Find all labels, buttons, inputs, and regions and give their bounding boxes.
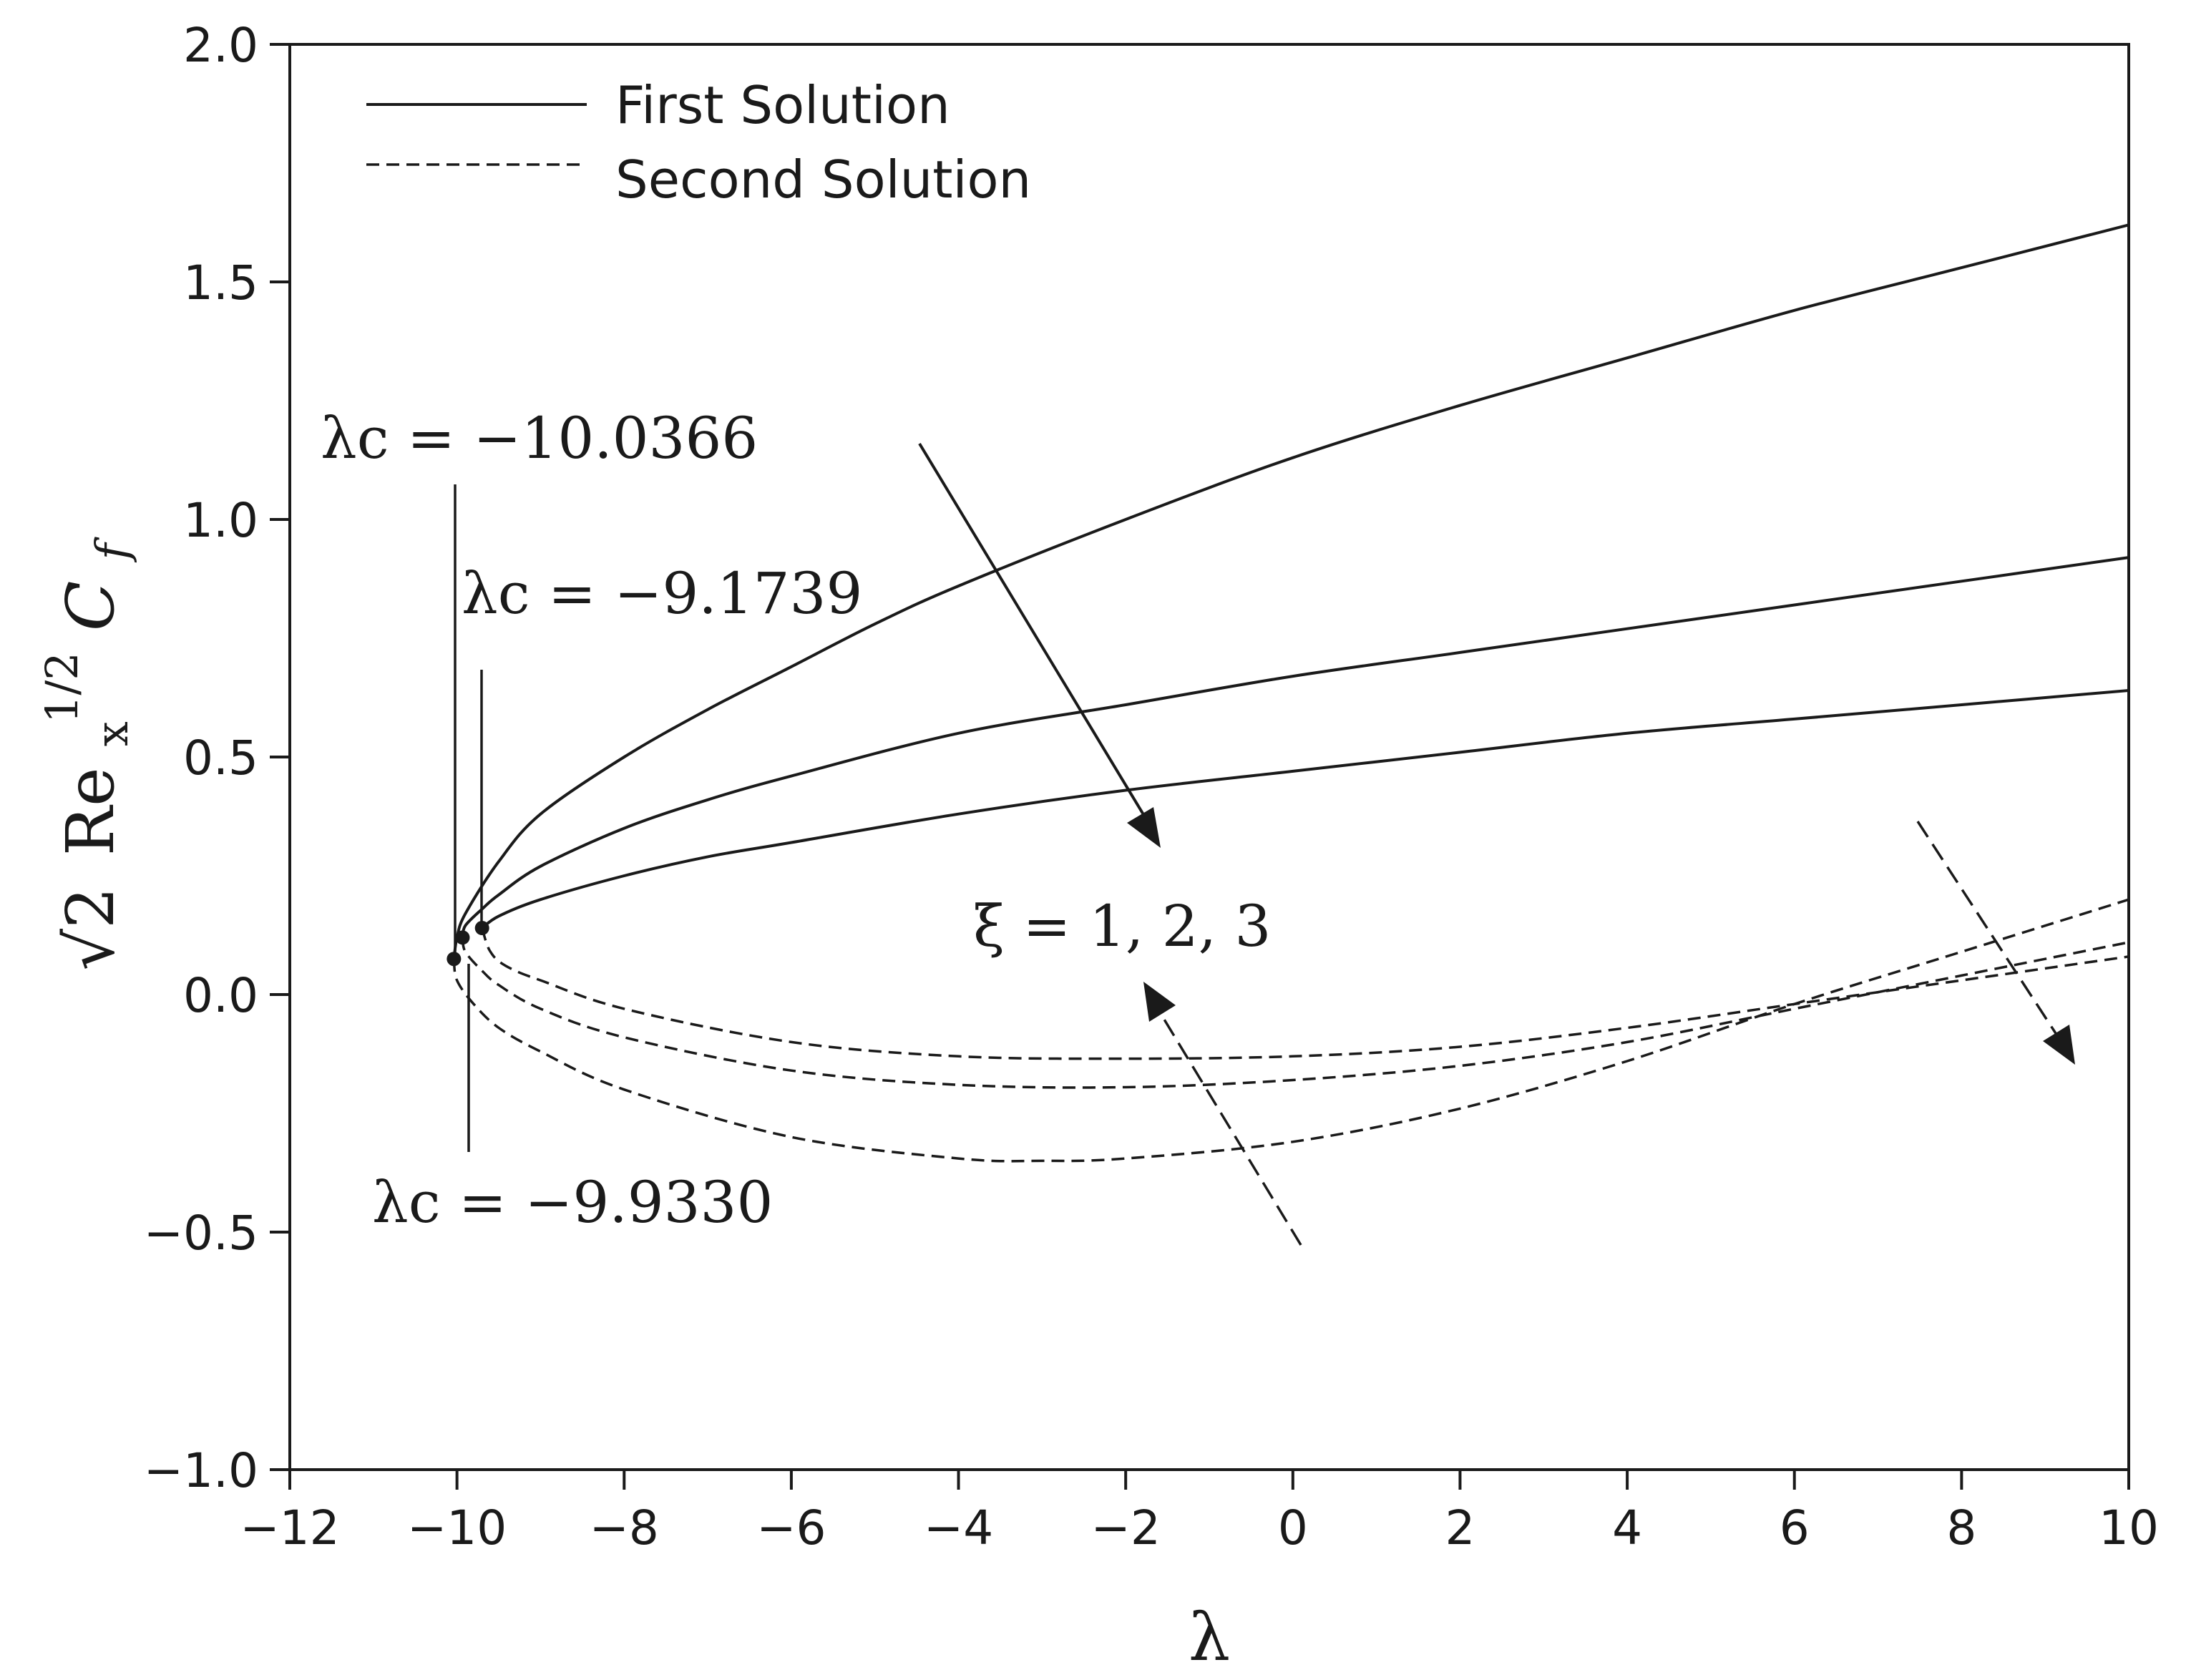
y-axis-title-root: √2 (52, 887, 129, 970)
y-axis-ticks: −1.0 −0.5 0.0 0.5 1.0 1.5 2.0 (144, 18, 290, 1498)
y-axis-title-sub: x (86, 721, 138, 746)
series-line-xi-3-second (481, 927, 2129, 1060)
y-axis-title-re: Re (52, 767, 129, 856)
y-tick-label: 0.0 (183, 968, 258, 1023)
y-tick-label: 0.5 (183, 731, 258, 786)
curves-group (452, 223, 2129, 1163)
x-tick-label: −8 (590, 1500, 659, 1556)
series-line-xi-1-second (452, 898, 2129, 1163)
critical-point (455, 930, 470, 945)
annotation-xi-label: ξ = 1, 2, 3 (973, 893, 1271, 959)
y-tick-label: 1.0 (183, 493, 258, 548)
annotation-lambda-c-first: λc = −10.0366 (321, 405, 758, 472)
legend-label-second-solution: Second Solution (615, 150, 1031, 210)
series-line-xi-1-first (452, 223, 2129, 959)
x-tick-label: −6 (756, 1500, 826, 1556)
arrow-second-solution-xi-right (1916, 821, 2075, 1065)
y-tick-label: −1.0 (144, 1443, 258, 1498)
x-tick-label: 2 (1445, 1500, 1475, 1556)
series-line-xi-2-second (461, 937, 2129, 1089)
annotation-lambda-c-second: λc = −9.1739 (462, 560, 862, 627)
y-tick-label: 2.0 (183, 18, 258, 73)
legend: First Solution Second Solution (366, 75, 1031, 210)
legend-label-first-solution: First Solution (615, 75, 950, 135)
series-line-xi-2-first (461, 556, 2129, 938)
arrow-second-solution-xi-left (1143, 982, 1302, 1246)
x-tick-label: 8 (1946, 1500, 1976, 1556)
annotation-lambda-c-third: λc = −9.9330 (372, 1169, 773, 1236)
arrow-first-solution-xi (918, 442, 1161, 848)
y-tick-label: 1.5 (183, 255, 258, 311)
x-axis-ticks: −12 −10 −8 −6 −4 −2 0 2 4 6 8 10 (240, 1470, 2159, 1556)
y-axis-title-sup: 1/2 (36, 652, 88, 723)
x-tick-label: 4 (1612, 1500, 1642, 1556)
y-axis-title: √2 Re x 1/2 C f (16, 536, 143, 970)
x-tick-label: −4 (924, 1500, 993, 1556)
x-tick-label: −10 (407, 1500, 507, 1556)
x-axis-title: λ (1189, 1599, 1230, 1676)
x-tick-label: 0 (1278, 1500, 1308, 1556)
x-tick-label: −2 (1091, 1500, 1161, 1556)
x-tick-label: −12 (240, 1500, 339, 1556)
y-tick-label: −0.5 (144, 1206, 258, 1261)
x-tick-label: 10 (2099, 1500, 2159, 1556)
series-line-xi-3-first (481, 689, 2129, 929)
y-axis-title-cf: C (52, 581, 129, 631)
x-tick-label: 6 (1780, 1500, 1810, 1556)
